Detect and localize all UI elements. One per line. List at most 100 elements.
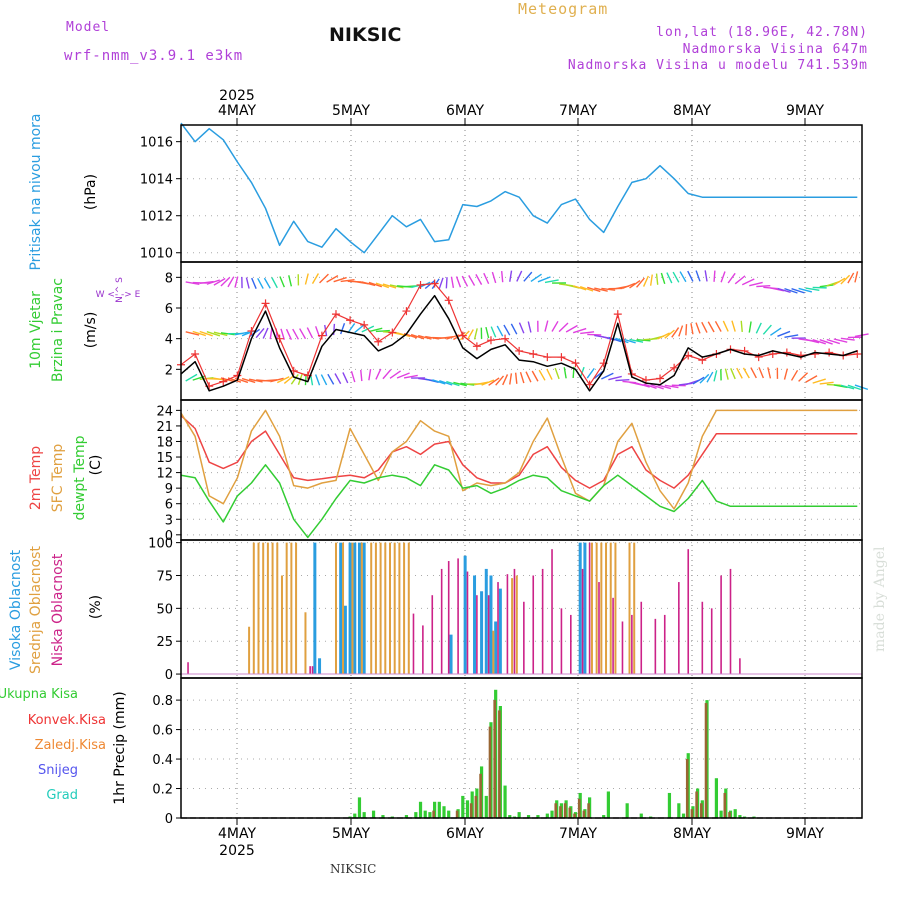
precip-bar-ukupnakisa [738, 815, 742, 818]
wind-direction-arrow [491, 271, 497, 284]
wind-direction-arrow [724, 368, 729, 380]
y-tick-label: 12 [156, 467, 173, 482]
wind-direction-arrow [601, 372, 614, 380]
wind-direction-arrow [748, 321, 752, 333]
cloud-bar-srednja [600, 542, 603, 675]
wind-direction-arrow [320, 374, 328, 386]
wind-direction-arrow [509, 373, 513, 385]
wind-direction-arrow [334, 373, 342, 385]
wind-direction-arrow [500, 271, 504, 283]
wind-direction-arrow [474, 381, 489, 386]
wind-gust-marker [557, 353, 566, 362]
cloud-bar-niska [701, 601, 704, 675]
model-name: wrf-nmm_v3.9.1 e3km [64, 48, 244, 64]
wind-direction-arrow [342, 372, 349, 384]
y-tick-label: 100 [148, 537, 173, 552]
station-title: NIKSIC [329, 24, 402, 46]
cloud-bar-srednja [605, 542, 608, 675]
wind-gust-marker [444, 296, 453, 305]
y-tick-label: 0 [165, 812, 173, 827]
wind-gust-marker [317, 331, 326, 340]
cloud-bar-visoka [583, 542, 587, 675]
pressure-title: Pritisak na nivou mora [28, 113, 44, 270]
precip-bar-konvekkisa [455, 810, 459, 818]
wind-direction-arrow [622, 380, 637, 384]
wind-direction-arrow [740, 320, 743, 333]
wind-direction-arrow [840, 274, 851, 285]
wind-direction-arrow [255, 327, 265, 339]
wind-direction-arrow [241, 377, 256, 384]
panel-frame-clouds [180, 539, 863, 679]
elevation: Nadmorska Visina 647m [682, 42, 868, 57]
precip-bar-konvekkisa [690, 809, 694, 818]
wind-direction-arrow [714, 321, 722, 332]
wind-gust-marker [191, 350, 200, 358]
wind-direction-arrow [731, 320, 736, 332]
wind-direction-arrow [629, 338, 644, 343]
wind-direction-arrow [692, 376, 705, 385]
wind-direction-arrow [468, 275, 476, 286]
wind-direction-arrow [847, 384, 862, 391]
precip-bar-ukupnakisa [362, 812, 366, 818]
wind-direction-arrow [579, 285, 594, 292]
wind-direction-arrow [650, 383, 664, 390]
wind-direction-arrow [601, 287, 616, 291]
data-layer [177, 122, 869, 819]
cloud-bar-srednja [590, 542, 593, 675]
wind-direction-arrow [558, 322, 569, 333]
wind-unit: (m/s) [83, 312, 99, 349]
y-tick-label: 0 [165, 668, 173, 683]
y-tick-label: 15 [156, 451, 173, 466]
day-label-top: 9MAY [786, 103, 824, 119]
y-tick-label: 21 [156, 420, 173, 435]
wind-direction-arrow [790, 369, 799, 381]
precip-bar-ukupnakisa [447, 810, 451, 818]
cloud-bar-niska [621, 621, 624, 675]
wind-direction-arrow [466, 329, 474, 341]
wind-direction-arrow [455, 276, 462, 288]
wind-direction-arrow [299, 328, 307, 340]
precip-bar-ukupnakisa [550, 810, 554, 818]
wind-direction-arrow [805, 338, 820, 344]
cloud-bar-srednja [398, 542, 401, 675]
cloud-bar-visoka [489, 575, 493, 675]
wind-gust-marker [416, 281, 425, 289]
cloud-bar-niska [422, 625, 424, 675]
wind-direction-arrow [270, 377, 284, 383]
wind-direction-arrow [755, 322, 762, 334]
cloud-bar-niska [687, 549, 690, 675]
cloud-bar-niska [523, 601, 525, 675]
model-label: Model [66, 20, 111, 35]
precip-bar-ukupnakisa [465, 800, 470, 818]
precip-legend-0: Ukupna Kisa [0, 687, 78, 702]
cloud-bar-niska [187, 662, 189, 675]
precip-legend-3: Snijeg [38, 763, 78, 778]
wind-direction-arrow [192, 330, 206, 337]
wind-gust-marker [825, 348, 834, 357]
cloud-bar-niska [513, 568, 516, 675]
cloud-bar-niska [631, 614, 633, 675]
temp-line-dewpt-temp [180, 464, 858, 539]
cloud-bar-visoka [498, 588, 502, 675]
wind-direction-arrow [185, 373, 198, 382]
wind-direction-arrow [594, 287, 608, 292]
wind-direction-arrow [649, 274, 653, 286]
wind-direction-arrow [840, 384, 855, 390]
year-label-bottom: 2025 [219, 843, 255, 859]
wind-direction-arrow [758, 367, 765, 379]
cloud-bar-visoka [339, 542, 343, 675]
wind-direction-arrow [314, 374, 321, 386]
wind-direction-arrow [185, 331, 200, 336]
wind-direction-arrow [354, 323, 366, 333]
y-tick-label: 4 [165, 333, 173, 348]
wind-direction-arrow [664, 329, 675, 339]
wind-direction-arrow [657, 384, 672, 390]
cloud-bar-niska [739, 658, 741, 675]
wind-direction-arrow [375, 329, 390, 333]
precip-bar-ukupnakisa [667, 792, 672, 818]
day-label-bottom: 4MAY [218, 826, 256, 842]
year-label-top: 2025 [219, 88, 255, 104]
wind-gust-marker [374, 337, 383, 346]
precip-bar-konvekkisa [554, 803, 558, 818]
wind-direction-arrow [269, 327, 273, 340]
